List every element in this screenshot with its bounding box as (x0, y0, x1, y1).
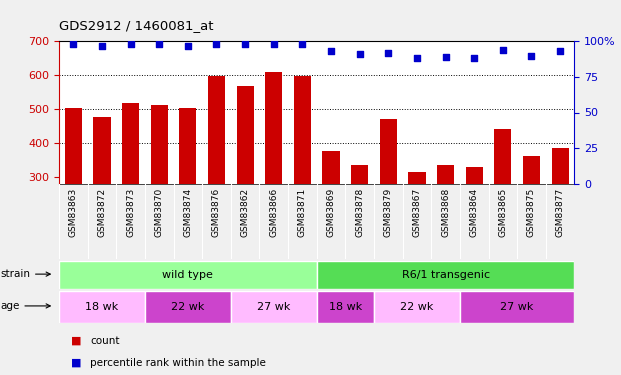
Text: percentile rank within the sample: percentile rank within the sample (90, 358, 266, 368)
Text: strain: strain (0, 269, 50, 279)
Bar (208, 76, 225, 184)
Text: GSM83873: GSM83873 (126, 188, 135, 237)
Text: age: age (0, 301, 50, 311)
Bar (494, 129, 512, 184)
Point (383, 50, 393, 55)
Text: GSM83878: GSM83878 (355, 188, 364, 237)
Point (183, 42, 193, 48)
Text: GSM83862: GSM83862 (240, 188, 250, 237)
Point (154, 41, 164, 47)
Bar (523, 156, 540, 184)
Text: GSM83864: GSM83864 (469, 188, 479, 237)
Text: GSM83874: GSM83874 (183, 188, 193, 237)
Bar (317, 261, 574, 289)
Bar (437, 165, 454, 184)
Bar (237, 86, 254, 184)
Text: GSM83866: GSM83866 (270, 188, 278, 237)
Bar (65, 108, 82, 184)
Bar (122, 103, 139, 184)
Bar (231, 291, 317, 322)
Bar (93, 117, 111, 184)
Text: GSM83863: GSM83863 (69, 188, 78, 237)
Bar (317, 291, 374, 322)
Text: GDS2912 / 1460081_at: GDS2912 / 1460081_at (59, 19, 214, 32)
Text: wild type: wild type (163, 270, 213, 280)
Point (441, 54, 451, 60)
Point (97, 42, 107, 48)
Bar (151, 105, 168, 184)
Bar (59, 291, 145, 322)
Point (469, 56, 479, 62)
Text: ■: ■ (71, 336, 82, 346)
Bar (551, 148, 569, 184)
Text: GSM83871: GSM83871 (298, 188, 307, 237)
Text: 27 wk: 27 wk (257, 302, 291, 312)
Text: ■: ■ (71, 358, 82, 368)
Point (498, 47, 508, 53)
Text: GSM83875: GSM83875 (527, 188, 536, 237)
Text: GSM83869: GSM83869 (327, 188, 335, 237)
Text: 27 wk: 27 wk (501, 302, 534, 312)
Point (125, 41, 135, 47)
Text: 18 wk: 18 wk (85, 302, 119, 312)
Bar (460, 291, 574, 322)
Point (527, 53, 537, 58)
Bar (59, 261, 317, 289)
Text: 18 wk: 18 wk (329, 302, 362, 312)
Text: GSM83870: GSM83870 (155, 188, 164, 237)
Point (68, 41, 78, 47)
Point (326, 48, 336, 54)
Text: 22 wk: 22 wk (401, 302, 433, 312)
Bar (265, 72, 283, 184)
Bar (409, 172, 425, 184)
Bar (379, 118, 397, 184)
Text: GSM83872: GSM83872 (97, 188, 106, 237)
Bar (145, 291, 231, 322)
Point (297, 41, 307, 47)
Point (355, 51, 365, 57)
Bar (466, 168, 483, 184)
Text: GSM83876: GSM83876 (212, 188, 221, 237)
Bar (294, 76, 311, 184)
Point (240, 41, 250, 47)
Point (212, 41, 222, 47)
Text: GSM83865: GSM83865 (498, 188, 507, 237)
Bar (322, 150, 340, 184)
Text: R6/1 transgenic: R6/1 transgenic (402, 270, 489, 280)
Bar (179, 108, 196, 184)
Point (269, 41, 279, 47)
Text: GSM83867: GSM83867 (412, 188, 422, 237)
Text: 22 wk: 22 wk (171, 302, 204, 312)
Text: GSM83879: GSM83879 (384, 188, 393, 237)
Text: GSM83868: GSM83868 (441, 188, 450, 237)
Bar (374, 291, 460, 322)
Text: GSM83877: GSM83877 (556, 188, 564, 237)
Bar (351, 165, 368, 184)
Point (555, 48, 565, 54)
Text: count: count (90, 336, 120, 346)
Point (412, 56, 422, 62)
